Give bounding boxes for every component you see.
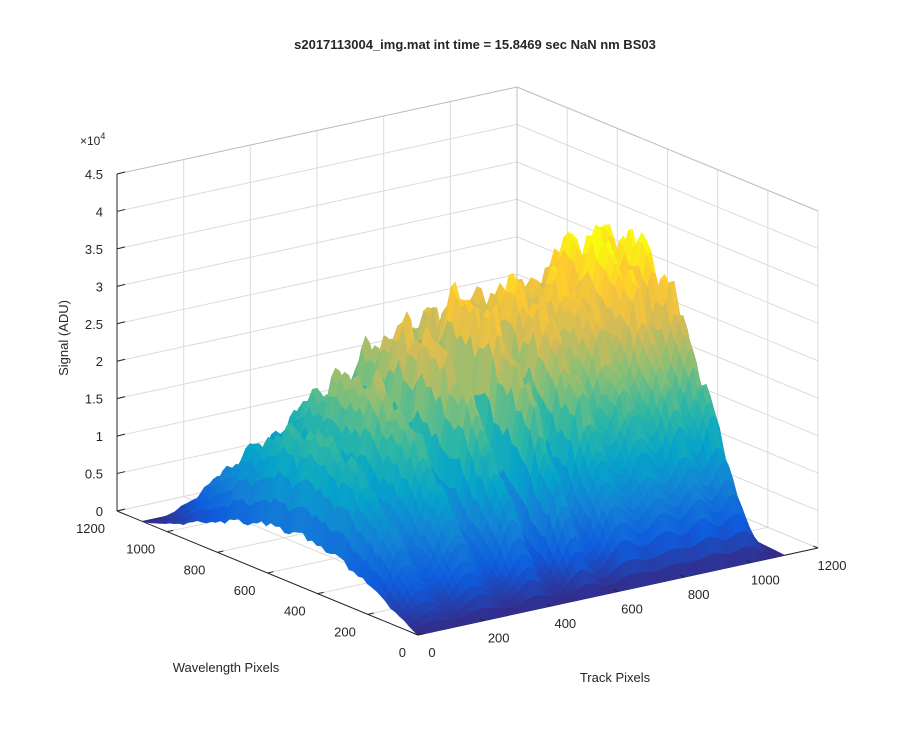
surface-mesh: [142, 224, 786, 636]
